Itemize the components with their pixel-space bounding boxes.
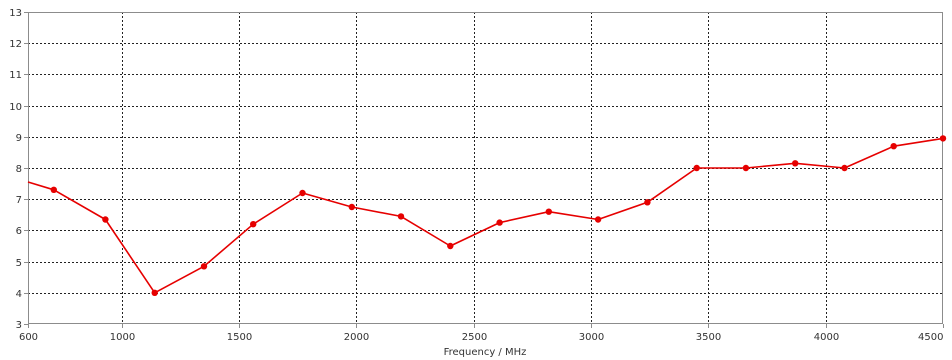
y-tick-label: 10 <box>9 102 22 113</box>
data-point <box>200 263 208 270</box>
data-point <box>890 143 897 150</box>
y-tick-label: 9 <box>16 133 22 144</box>
plot-frame <box>28 12 943 324</box>
y-tick-label: 5 <box>16 258 22 269</box>
data-point <box>594 216 602 223</box>
y-tick-label: 13 <box>9 8 22 19</box>
series-layer <box>27 135 947 296</box>
y-tick-label: 8 <box>16 164 22 175</box>
data-point <box>496 219 503 226</box>
x-axis-ticks: 600 1000 1500 2000 2500 3000 3500 4000 4500 <box>19 324 944 343</box>
y-axis-ticks: 3 4 5 6 7 8 9 10 11 12 13 <box>9 8 28 331</box>
data-point <box>792 160 799 167</box>
data-point <box>102 216 109 223</box>
gridlines <box>28 12 943 324</box>
x-axis-title: Frequency / MHz <box>444 347 527 358</box>
data-point <box>644 199 651 206</box>
x-tick-label: 2000 <box>344 332 369 343</box>
data-point <box>151 289 158 296</box>
x-tick-label: 4500 <box>918 332 943 343</box>
x-tick-label: 4000 <box>814 332 839 343</box>
x-tick-label: 1500 <box>227 332 252 343</box>
x-tick-label: 600 <box>19 332 38 343</box>
y-tick-label: 6 <box>16 226 22 237</box>
data-point <box>250 221 257 228</box>
y-tick-label: 4 <box>16 289 22 300</box>
y-tick-label: 12 <box>9 39 22 50</box>
y-tick-label: 7 <box>16 195 22 206</box>
x-tick-label: 3500 <box>696 332 721 343</box>
series-line <box>27 137 944 294</box>
data-point <box>545 208 552 215</box>
y-tick-label: 11 <box>9 70 22 81</box>
data-point <box>693 164 700 172</box>
x-tick-label: 2500 <box>462 332 487 343</box>
data-point <box>397 213 405 220</box>
data-point <box>50 186 57 193</box>
x-tick-label: 1000 <box>110 332 135 343</box>
data-point <box>447 242 454 250</box>
data-point <box>299 189 306 197</box>
data-point <box>348 203 355 211</box>
y-tick-label: 3 <box>16 320 22 331</box>
data-point <box>939 135 947 142</box>
x-tick-label: 3000 <box>579 332 604 343</box>
data-point <box>841 164 848 172</box>
data-point <box>742 164 750 172</box>
